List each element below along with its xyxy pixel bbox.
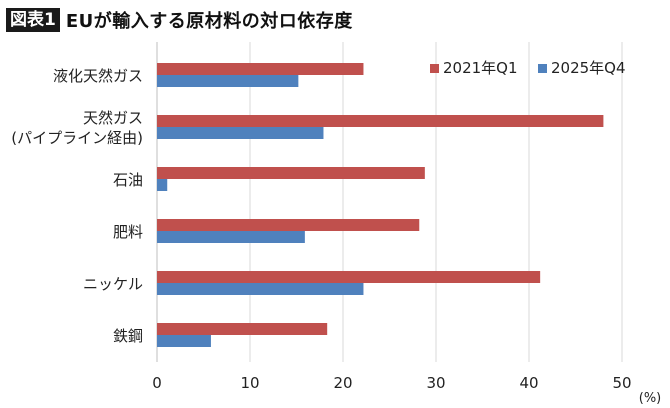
legend-label-2025q4: 2025年Q4 [551,59,626,77]
category-label-4: ニッケル [83,275,143,293]
figure-label: 図表1 [6,8,60,32]
x-tick-label-50: 50 [612,374,631,392]
legend-label-2021q1: 2021年Q1 [443,59,518,77]
bar-2025q4-5 [157,335,211,347]
x-tick-label-10: 10 [240,374,259,392]
bar-2021q1-0 [157,63,364,75]
category-label-1-line0: 天然ガス [83,109,143,127]
x-tick-label-30: 30 [426,374,445,392]
bar-2021q1-2 [157,167,425,179]
bar-2025q4-1 [157,127,324,139]
category-label-5: 鉄鋼 [113,327,143,345]
legend-swatch-2025q4 [538,64,547,73]
category-label-1-line1: (パイプライン経由) [11,129,143,147]
bar-2021q1-4 [157,271,541,283]
bar-2021q1-3 [157,219,420,231]
bar-2021q1-1 [157,115,604,127]
bar-2025q4-0 [157,75,299,87]
x-tick-label-0: 0 [152,374,162,392]
bar-2025q4-2 [157,179,168,191]
bar-2021q1-5 [157,323,328,335]
x-tick-label-20: 20 [333,374,352,392]
bar-2025q4-4 [157,283,364,295]
chart-title-row: 図表1 EUが輸入する原材料の対ロ依存度 [6,6,353,34]
x-tick-label-40: 40 [519,374,538,392]
category-label-2: 石油 [113,171,143,189]
chart-title: EUが輸入する原材料の対ロ依存度 [65,11,353,32]
x-axis-unit-label: (%) [639,391,662,406]
bar-2025q4-3 [157,231,305,243]
category-label-0: 液化天然ガス [53,67,143,85]
legend-swatch-2021q1 [430,64,439,73]
category-label-3: 肥料 [113,223,143,241]
